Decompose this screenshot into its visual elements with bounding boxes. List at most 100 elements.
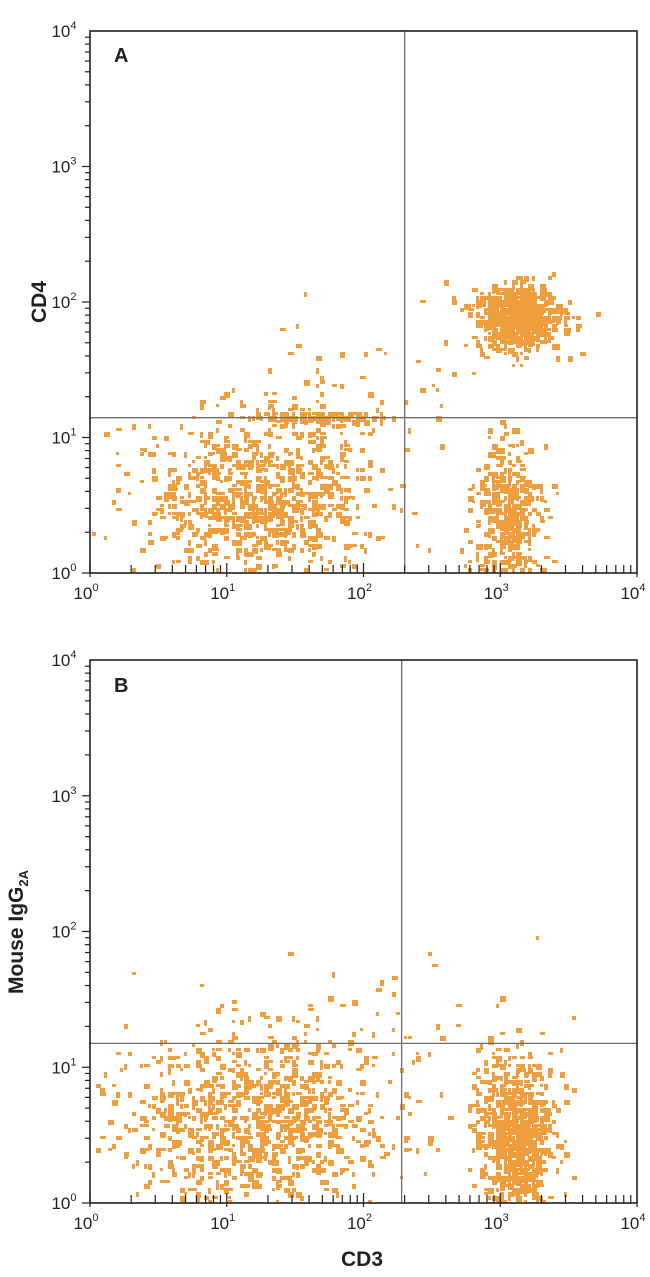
data-point: [480, 1140, 485, 1143]
data-point: [228, 1104, 234, 1107]
data-point: [268, 508, 271, 511]
data-point: [292, 532, 296, 538]
data-point: [276, 1104, 280, 1110]
data-point: [340, 452, 346, 457]
data-point: [436, 368, 441, 372]
data-point: [492, 472, 498, 478]
tick-exponent: 1: [70, 427, 76, 439]
data-point: [212, 1048, 215, 1051]
data-point: [260, 520, 266, 524]
data-point: [568, 300, 572, 305]
data-point: [200, 488, 206, 494]
data-point: [220, 1136, 223, 1142]
data-point: [96, 1148, 101, 1153]
data-point: [216, 1008, 221, 1014]
data-point: [540, 292, 545, 295]
data-point: [220, 1132, 224, 1137]
data-point: [496, 456, 501, 460]
data-point: [328, 1092, 333, 1097]
data-point: [228, 1172, 231, 1176]
data-point: [368, 464, 373, 468]
data-point: [312, 464, 318, 470]
data-point: [476, 304, 482, 308]
data-point: [296, 1048, 300, 1052]
data-point: [172, 480, 175, 486]
data-point: [504, 280, 507, 285]
data-point: [532, 276, 535, 281]
data-point: [528, 316, 534, 322]
data-point: [544, 308, 549, 311]
data-point: [132, 424, 136, 430]
data-point: [244, 500, 249, 503]
data-point: [156, 496, 162, 500]
plot-frame: [89, 30, 638, 574]
data-point: [536, 1168, 542, 1174]
data-point: [416, 1148, 419, 1154]
data-point: [344, 460, 349, 463]
y-tick-label: 101: [51, 427, 76, 448]
data-point: [496, 1060, 499, 1065]
data-point: [240, 464, 246, 470]
data-point: [152, 1116, 156, 1120]
data-point: [244, 436, 247, 442]
data-point: [500, 1084, 506, 1087]
data-point: [508, 1100, 513, 1106]
data-point: [240, 500, 246, 505]
data-point: [196, 1128, 201, 1131]
data-point: [240, 496, 243, 501]
data-point: [504, 1144, 510, 1147]
data-point: [204, 456, 207, 459]
data-point: [292, 1172, 295, 1177]
data-point: [268, 1084, 273, 1089]
data-point: [476, 492, 481, 495]
data-point: [288, 488, 294, 493]
data-point: [392, 1052, 395, 1056]
data-point: [528, 1116, 533, 1122]
data-point: [248, 1144, 253, 1149]
data-point: [216, 420, 222, 424]
data-point: [264, 1140, 268, 1145]
data-point: [492, 480, 498, 483]
data-point: [532, 1124, 535, 1129]
data-point: [172, 1144, 176, 1149]
data-point: [532, 1188, 535, 1192]
data-point: [188, 548, 194, 553]
data-point: [528, 348, 531, 353]
data-point: [212, 444, 217, 450]
data-point: [100, 1136, 106, 1139]
data-point: [284, 492, 287, 497]
data-point: [272, 1168, 278, 1171]
data-point: [492, 516, 497, 520]
data-point: [348, 416, 351, 422]
data-point: [516, 560, 519, 565]
data-point: [244, 496, 249, 502]
data-point: [468, 1124, 472, 1129]
data-point: [504, 536, 510, 541]
data-point: [540, 1092, 544, 1096]
data-point: [480, 480, 485, 485]
data-point: [280, 1176, 285, 1179]
data-point: [320, 472, 323, 477]
data-point: [392, 1028, 395, 1032]
data-point: [476, 468, 481, 472]
data-point: [176, 1144, 180, 1148]
data-point: [492, 1124, 495, 1129]
data-point: [496, 504, 501, 507]
data-point: [284, 1092, 290, 1098]
data-point: [552, 324, 557, 329]
data-point: [168, 496, 172, 499]
data-point: [492, 1196, 498, 1201]
data-point: [352, 420, 356, 426]
data-point: [560, 1160, 563, 1164]
data-point: [172, 492, 176, 498]
data-point: [232, 484, 237, 487]
data-point: [488, 1036, 494, 1040]
data-point: [256, 440, 261, 443]
data-point: [256, 564, 262, 570]
data-point: [332, 1124, 335, 1129]
data-point: [136, 1160, 139, 1166]
data-point: [484, 1124, 487, 1128]
data-point: [160, 1180, 165, 1183]
data-point: [336, 504, 340, 509]
data-point: [364, 352, 368, 357]
